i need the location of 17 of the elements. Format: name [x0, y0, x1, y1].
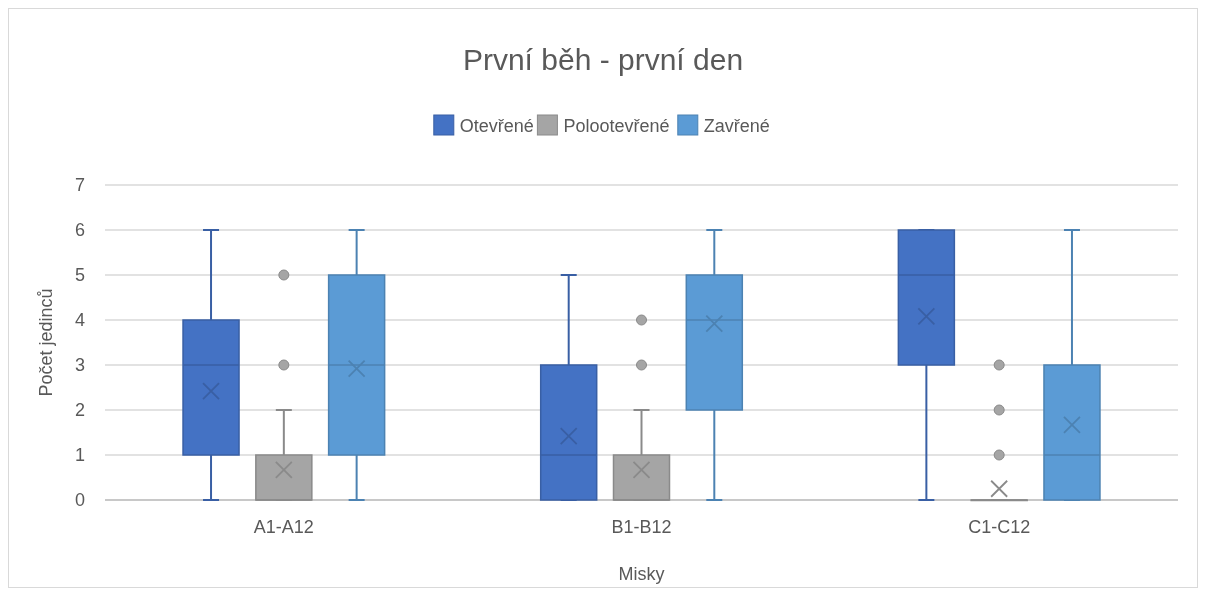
y-tick-label: 4: [74, 310, 85, 331]
legend-label: Polootevřené: [563, 116, 670, 136]
x-tick-label: C1-C12: [968, 517, 1031, 537]
y-tick-label: 7: [74, 175, 85, 196]
y-tick-label: 1: [74, 445, 85, 466]
y-axis-title: Počet jedinců: [36, 288, 56, 397]
x-axis-title: Misky: [618, 564, 665, 584]
y-tick-label: 2: [74, 400, 85, 421]
y-tick-label: 0: [74, 490, 85, 511]
y-tick-label: 5: [74, 265, 85, 286]
legend-label: Otevřené: [459, 116, 534, 136]
legend-label: Zavřené: [703, 116, 770, 136]
chart-title: První běh - první den: [462, 43, 744, 76]
y-tick-label: 3: [74, 355, 85, 376]
x-tick-label: B1-B12: [611, 517, 672, 537]
x-tick-label: A1-A12: [253, 517, 314, 537]
y-tick-label: 6: [74, 220, 85, 241]
